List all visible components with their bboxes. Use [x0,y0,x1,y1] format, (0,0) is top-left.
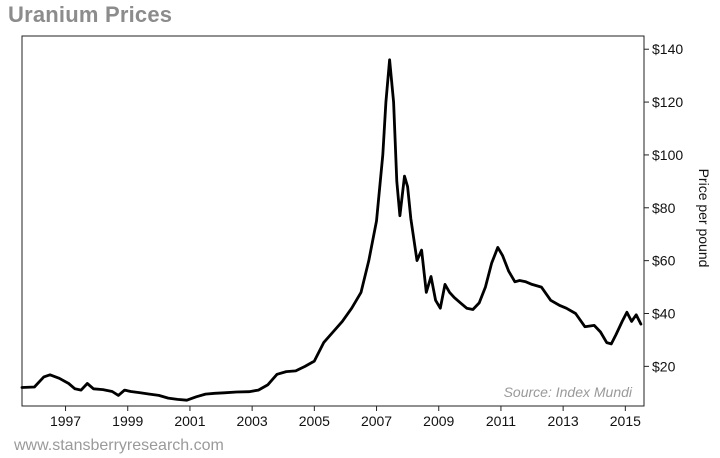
uranium-price-line [20,58,643,402]
x-tick-label: 2015 [610,413,641,429]
x-tick-label: 2001 [174,413,205,429]
x-tick-label: 1997 [50,413,81,429]
plot-frame [21,35,645,407]
x-tick-label: 1999 [112,413,143,429]
y-tick-label: $80 [652,200,676,216]
x-tick-label: 2013 [548,413,579,429]
x-tick-label: 2011 [486,413,516,429]
x-tick-label: 2005 [299,413,330,429]
chart-title: Uranium Prices [8,2,173,27]
y-axis-title: Price per pound [696,169,712,268]
source-note: Source: Index Mundi [504,384,633,400]
y-tick-label: $120 [652,94,683,110]
y-tick-label: $100 [652,147,683,163]
x-axis: 1997 1999 2001 2003 2005 2007 2009 2011 2013 2015 [50,406,641,429]
y-tick-label: $40 [652,306,676,322]
y-tick-label: $20 [652,358,676,374]
y-axis: $20 $40 $60 $80 $100 $120 $140 [644,41,683,374]
footer-website: www.stansberryresearch.com [14,437,224,454]
x-tick-label: 2009 [423,413,454,429]
x-tick-label: 2003 [237,413,268,429]
y-tick-label: $60 [652,253,676,269]
y-tick-label: $140 [652,41,683,57]
x-tick-label: 2007 [361,413,392,429]
